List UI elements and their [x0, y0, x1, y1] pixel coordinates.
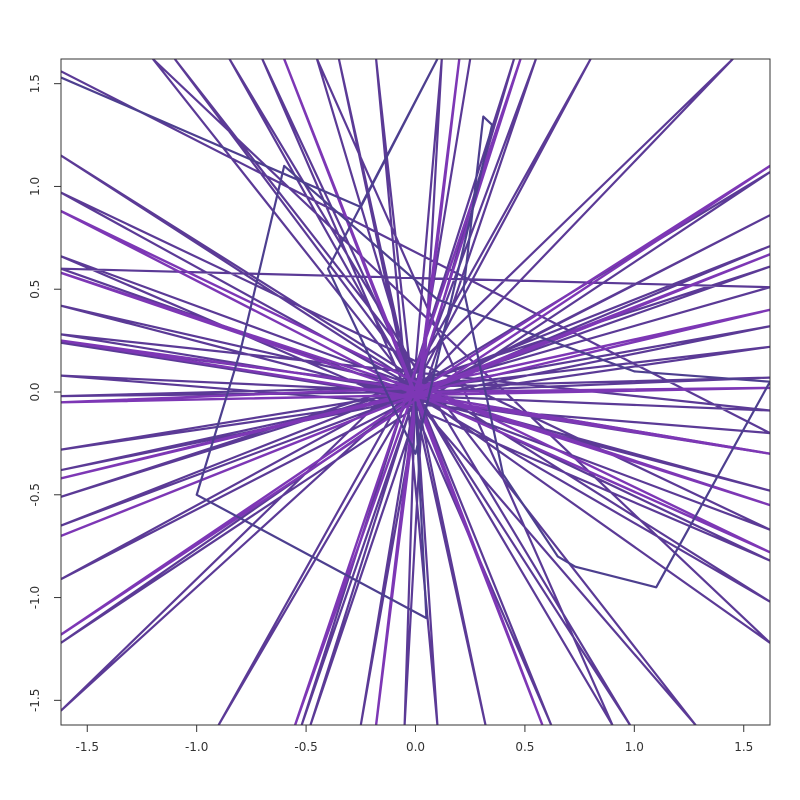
x-tick-label: 1.0: [625, 740, 644, 754]
y-tick-label: 0.0: [28, 382, 42, 401]
y-tick-label: 1.5: [28, 74, 42, 93]
y-axis: -1.5 -1.0 -0.5 0.0 0.5 1.0 1.5: [28, 74, 62, 712]
x-tick-label: 0.0: [406, 740, 425, 754]
x-tick-label: -1.5: [76, 740, 99, 754]
x-tick-label: 1.5: [734, 740, 753, 754]
y-tick-label: -0.5: [28, 483, 42, 506]
series-layer: [61, 59, 770, 725]
y-tick-label: 1.0: [28, 177, 42, 196]
y-tick-label: 0.5: [28, 280, 42, 299]
y-tick-label: -1.5: [28, 689, 42, 712]
y-tick-label: -1.0: [28, 586, 42, 609]
x-tick-label: -0.5: [294, 740, 317, 754]
series-line-3: [61, 59, 770, 620]
x-axis: -1.5 -1.0 -0.5 0.0 0.5 1.0 1.5: [76, 724, 753, 754]
x-tick-label: -1.0: [185, 740, 208, 754]
x-tick-label: 0.5: [515, 740, 534, 754]
series-line-2: [61, 59, 770, 725]
